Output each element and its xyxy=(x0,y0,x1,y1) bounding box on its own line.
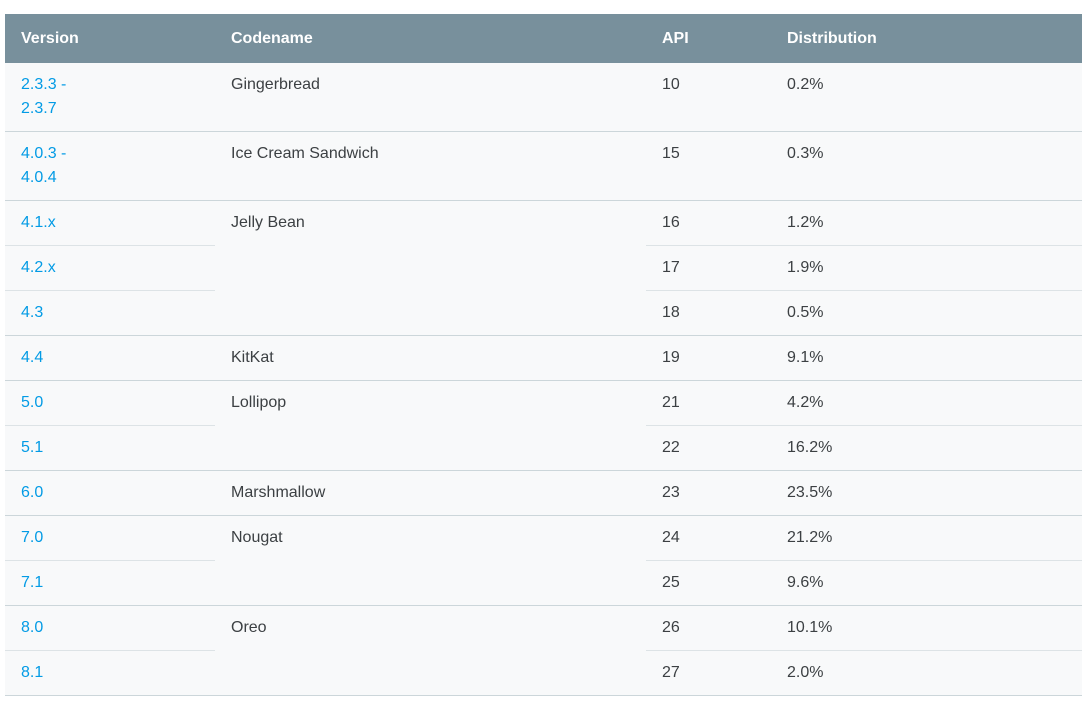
version-cell: 4.1.x xyxy=(5,200,215,246)
distribution-cell: 0.2% xyxy=(771,63,1082,132)
api-cell: 26 xyxy=(646,605,771,651)
version-link[interactable]: 4.4 xyxy=(21,349,44,366)
api-cell: 10 xyxy=(646,63,771,132)
api-cell: 21 xyxy=(646,380,771,426)
distribution-cell: 9.1% xyxy=(771,335,1082,381)
col-header-codename: Codename xyxy=(215,14,646,63)
header-row: Version Codename API Distribution xyxy=(5,14,1082,63)
version-cell: 6.0 xyxy=(5,470,215,516)
table-row: 7.0 Nougat 24 21.2% xyxy=(5,515,1082,606)
version-link[interactable]: 4.2.x xyxy=(21,259,56,276)
table-row: 4.4 KitKat 19 9.1% xyxy=(5,335,1082,381)
table-row: 8.0 Oreo 26 10.1% xyxy=(5,605,1082,696)
distribution-cell: 2.0% xyxy=(771,650,1082,696)
version-link[interactable]: 2.3.3 - 2.3.7 xyxy=(21,76,67,117)
api-cell: 22 xyxy=(646,425,771,471)
distribution-cell: 9.6% xyxy=(771,560,1082,606)
codename-cell: Ice Cream Sandwich xyxy=(215,131,646,201)
distribution-cell: 23.5% xyxy=(771,470,1082,516)
codename-cell: Jelly Bean xyxy=(215,200,646,336)
version-cell: 4.0.3 - 4.0.4 xyxy=(5,131,215,201)
api-cell: 18 xyxy=(646,290,771,336)
table-body: 2.3.3 - 2.3.7 Gingerbread 10 0.2% 4.0.3 - 4.… xyxy=(5,63,1082,696)
table-row: 5.0 Lollipop 21 4.2% xyxy=(5,380,1082,471)
version-link[interactable]: 6.0 xyxy=(21,484,44,501)
version-cell: 5.1 xyxy=(5,425,215,471)
api-cell: 15 xyxy=(646,131,771,201)
table-row: 8.1 27 2.0% xyxy=(5,650,1082,696)
version-link[interactable]: 4.1.x xyxy=(21,214,56,231)
api-cell: 23 xyxy=(646,470,771,516)
table-row: 7.1 25 9.6% xyxy=(5,560,1082,606)
version-cell: 8.0 xyxy=(5,605,215,651)
col-header-version: Version xyxy=(5,14,215,63)
codename-cell: Lollipop xyxy=(215,380,646,471)
version-cell: 7.0 xyxy=(5,515,215,561)
table-row: 4.0.3 - 4.0.4 Ice Cream Sandwich 15 0.3% xyxy=(5,131,1082,201)
col-header-api: API xyxy=(646,14,771,63)
version-link[interactable]: 7.1 xyxy=(21,574,44,591)
codename-cell: Marshmallow xyxy=(215,470,646,516)
api-cell: 25 xyxy=(646,560,771,606)
distribution-cell: 4.2% xyxy=(771,380,1082,426)
distribution-cell: 0.5% xyxy=(771,290,1082,336)
codename-cell: Gingerbread xyxy=(215,63,646,132)
api-cell: 17 xyxy=(646,245,771,291)
table-row: 2.3.3 - 2.3.7 Gingerbread 10 0.2% xyxy=(5,63,1082,132)
codename-cell: Nougat xyxy=(215,515,646,606)
distribution-cell: 1.2% xyxy=(771,200,1082,246)
version-link[interactable]: 4.3 xyxy=(21,304,44,321)
api-cell: 16 xyxy=(646,200,771,246)
version-link[interactable]: 4.0.3 - 4.0.4 xyxy=(21,145,67,186)
distribution-cell: 16.2% xyxy=(771,425,1082,471)
version-link[interactable]: 8.1 xyxy=(21,664,44,681)
version-link[interactable]: 7.0 xyxy=(21,529,44,546)
codename-cell: Oreo xyxy=(215,605,646,696)
version-cell: 5.0 xyxy=(5,380,215,426)
table-row: 5.1 22 16.2% xyxy=(5,425,1082,471)
version-cell: 8.1 xyxy=(5,650,215,696)
api-cell: 19 xyxy=(646,335,771,381)
distribution-cell: 21.2% xyxy=(771,515,1082,561)
android-distribution-table: Version Codename API Distribution 2.3.3 … xyxy=(5,14,1082,696)
codename-cell: KitKat xyxy=(215,335,646,381)
table-header: Version Codename API Distribution xyxy=(5,14,1082,63)
table-row: 4.2.x 17 1.9% xyxy=(5,245,1082,291)
version-cell: 4.4 xyxy=(5,335,215,381)
api-cell: 27 xyxy=(646,650,771,696)
col-header-distribution: Distribution xyxy=(771,14,1082,63)
version-cell: 7.1 xyxy=(5,560,215,606)
version-cell: 4.2.x xyxy=(5,245,215,291)
version-cell: 2.3.3 - 2.3.7 xyxy=(5,63,215,132)
version-link[interactable]: 5.1 xyxy=(21,439,44,456)
version-link[interactable]: 5.0 xyxy=(21,394,44,411)
api-cell: 24 xyxy=(646,515,771,561)
version-cell: 4.3 xyxy=(5,290,215,336)
distribution-cell: 1.9% xyxy=(771,245,1082,291)
distribution-cell: 10.1% xyxy=(771,605,1082,651)
table-row: 6.0 Marshmallow 23 23.5% xyxy=(5,470,1082,516)
version-link[interactable]: 8.0 xyxy=(21,619,44,636)
distribution-cell: 0.3% xyxy=(771,131,1082,201)
table-row: 4.1.x Jelly Bean 16 1.2% xyxy=(5,200,1082,336)
table-row: 4.3 18 0.5% xyxy=(5,290,1082,336)
